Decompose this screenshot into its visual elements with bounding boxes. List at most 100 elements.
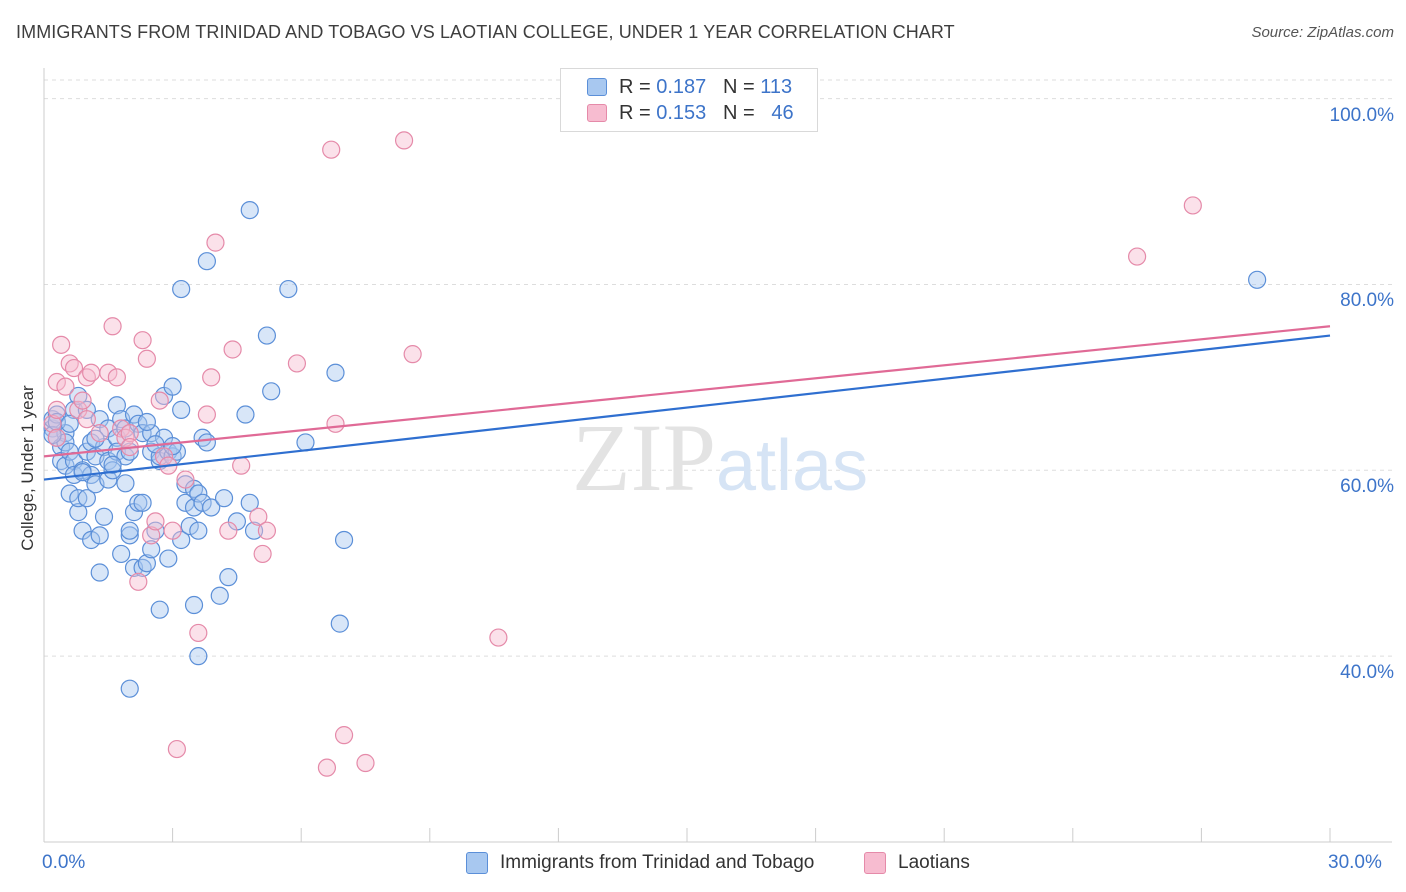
point-trinidad	[330, 614, 349, 633]
point-trinidad	[172, 279, 191, 299]
point-laotians	[103, 317, 122, 336]
point-trinidad	[99, 470, 118, 489]
point-trinidad	[176, 475, 195, 494]
bottom-legend-swatch-blue	[466, 852, 488, 874]
axes	[43, 68, 1392, 843]
point-laotians	[150, 391, 169, 410]
point-trinidad	[120, 679, 139, 698]
point-laotians	[223, 340, 242, 359]
point-laotians	[249, 507, 268, 526]
point-laotians	[142, 526, 161, 545]
point-laotians	[1127, 247, 1147, 266]
point-laotians	[219, 521, 238, 540]
point-trinidad	[77, 489, 96, 508]
x-tick-label-max: 30.0%	[1328, 852, 1382, 873]
point-laotians	[47, 428, 66, 447]
y-tick-label: 80.0%	[1340, 290, 1394, 312]
y-tick-label: 60.0%	[1340, 476, 1394, 498]
point-laotians	[206, 233, 225, 252]
point-trinidad	[69, 503, 88, 522]
point-trinidad	[112, 544, 131, 564]
stats-legend: R = 0.187 N = 113 R = 0.153 N = 46	[560, 68, 818, 132]
trend-line-trinidad	[43, 334, 1331, 481]
point-laotians	[112, 419, 131, 438]
point-laotians	[146, 512, 165, 531]
legend-n-label: N =	[722, 101, 755, 124]
legend-n-label: N =	[722, 75, 755, 98]
x-tick-label-min: 0.0%	[42, 852, 86, 873]
point-laotians	[47, 400, 66, 419]
trend-line-laotians	[43, 325, 1331, 458]
point-trinidad	[236, 405, 255, 424]
legend-n-value: 113	[760, 75, 793, 98]
point-trinidad	[262, 382, 281, 401]
legend-r-value: 0.187	[656, 75, 707, 98]
point-trinidad	[137, 412, 156, 432]
point-trinidad	[197, 252, 216, 271]
point-trinidad	[163, 377, 182, 396]
bottom-legend-laotians: Laotians	[864, 852, 970, 874]
point-laotians	[356, 753, 375, 773]
point-trinidad	[334, 530, 354, 550]
point-trinidad	[189, 647, 208, 666]
point-trinidad	[137, 554, 156, 573]
point-trinidad	[189, 521, 208, 540]
point-laotians	[394, 131, 414, 150]
point-trinidad	[120, 521, 139, 540]
point-trinidad	[1248, 270, 1267, 289]
point-trinidad	[103, 455, 122, 474]
point-laotians	[1183, 196, 1202, 215]
point-laotians	[489, 628, 508, 647]
point-trinidad	[240, 200, 259, 220]
point-laotians	[287, 354, 307, 373]
point-laotians	[107, 368, 126, 387]
point-trinidad	[257, 326, 277, 345]
bottom-legend-label: Immigrants from Trinidad and Tobago	[500, 852, 815, 873]
bottom-legend-label: Laotians	[898, 852, 970, 873]
point-trinidad	[244, 521, 264, 540]
legend-row-trinidad: R = 0.187 N = 113	[587, 75, 792, 99]
point-trinidad	[159, 549, 178, 568]
point-laotians	[334, 726, 354, 745]
point-laotians	[326, 414, 345, 433]
point-trinidad	[189, 484, 208, 503]
legend-n-value: 46	[771, 101, 794, 124]
series-laotians-points	[43, 131, 1202, 777]
point-laotians	[232, 456, 251, 475]
point-trinidad	[219, 568, 238, 587]
y-tick-label: 100.0%	[1329, 104, 1394, 126]
point-laotians	[47, 372, 66, 392]
point-trinidad	[172, 400, 191, 419]
point-laotians	[52, 335, 71, 354]
point-laotians	[154, 447, 174, 466]
point-trinidad	[129, 493, 148, 512]
point-laotians	[163, 521, 182, 540]
point-trinidad	[279, 279, 298, 299]
point-laotians	[90, 424, 109, 443]
series-trinidad-points	[43, 200, 1267, 698]
legend-row-laotians: R = 0.153 N = 46	[587, 101, 794, 125]
point-laotians	[73, 391, 92, 410]
point-trinidad	[73, 463, 92, 482]
point-laotians	[317, 758, 337, 777]
point-laotians	[167, 739, 186, 759]
watermark-atlas: atlas	[716, 426, 868, 506]
point-trinidad	[90, 563, 109, 582]
point-trinidad	[193, 493, 212, 512]
point-laotians	[403, 345, 422, 364]
point-trinidad	[82, 530, 101, 550]
point-trinidad	[107, 396, 126, 415]
point-laotians	[189, 623, 208, 643]
legend-r-value: 0.153	[656, 101, 707, 124]
point-laotians	[56, 377, 75, 396]
source-label: Source: ZipAtlas.com	[1251, 24, 1394, 41]
gridlines	[44, 79, 1392, 657]
trend-lines	[43, 325, 1331, 481]
point-trinidad	[184, 595, 204, 615]
legend-r-label: R =	[619, 75, 651, 98]
point-trinidad	[150, 600, 169, 619]
point-laotians	[43, 414, 62, 433]
watermark-zip: ZIP	[572, 404, 716, 511]
point-trinidad	[214, 489, 234, 508]
